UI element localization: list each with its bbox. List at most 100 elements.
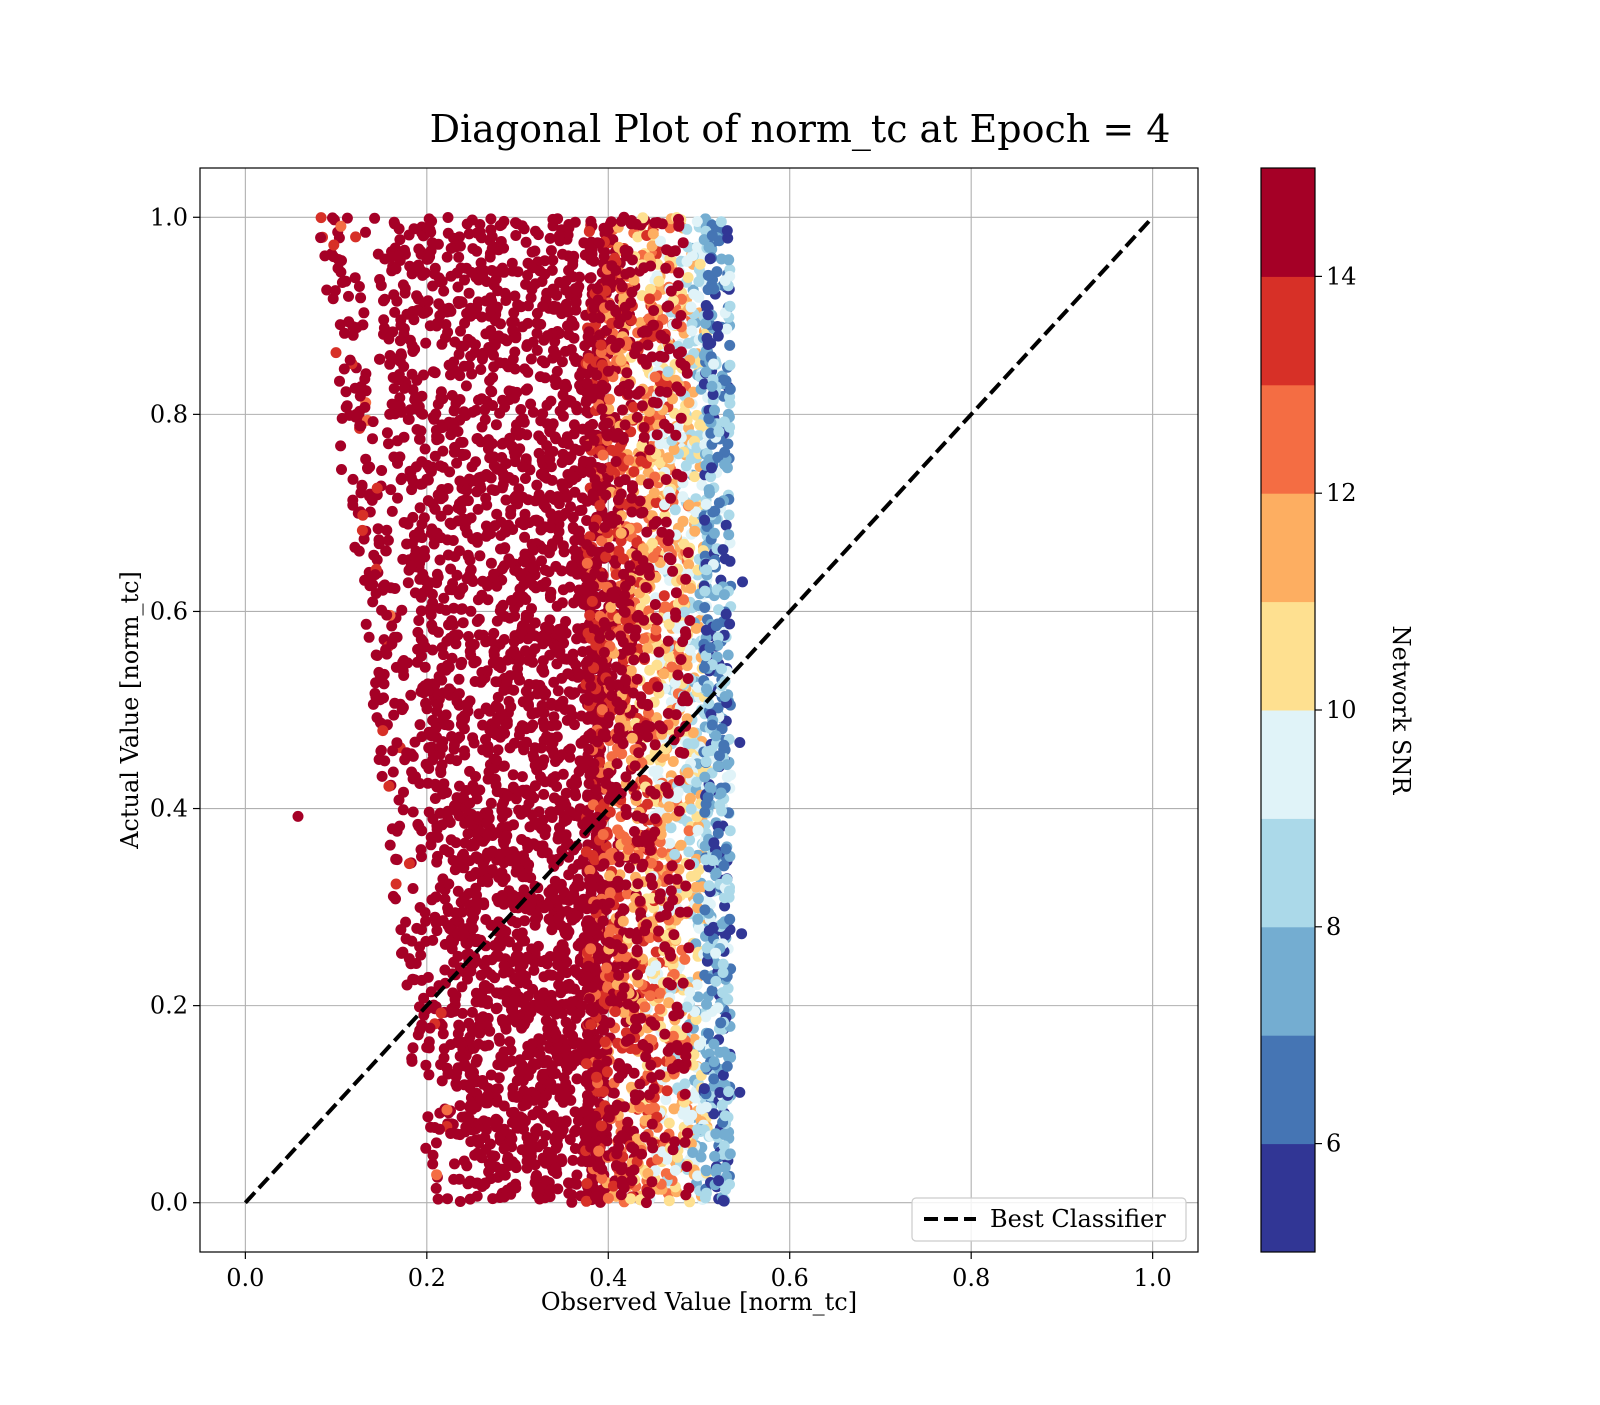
scatter-point	[553, 805, 564, 816]
scatter-point	[552, 731, 563, 742]
scatter-point	[593, 1048, 604, 1059]
scatter-point	[403, 519, 414, 530]
scatter-point	[355, 391, 366, 402]
scatter-point	[527, 657, 538, 668]
scatter-point	[452, 1037, 463, 1048]
scatter-point	[438, 286, 449, 297]
scatter-point	[467, 243, 478, 254]
scatter-point	[398, 787, 409, 798]
scatter-point	[540, 1158, 551, 1169]
scatter-point	[480, 1178, 491, 1189]
scatter-point	[450, 994, 461, 1005]
scatter-point	[567, 1031, 578, 1042]
scatter-point	[395, 401, 406, 412]
scatter-point	[448, 233, 459, 244]
scatter-point	[538, 544, 549, 555]
scatter-point	[425, 1023, 436, 1034]
scatter-point	[499, 1046, 510, 1057]
scatter-point	[581, 1135, 592, 1146]
scatter-point	[623, 455, 634, 466]
scatter-point	[431, 577, 442, 588]
scatter-point	[427, 935, 438, 946]
scatter-point	[476, 997, 487, 1008]
scatter-point	[473, 1039, 484, 1050]
scatter-point	[480, 414, 491, 425]
scatter-point	[551, 658, 562, 669]
scatter-point	[493, 744, 504, 755]
scatter-point	[627, 733, 638, 744]
scatter-point	[493, 1083, 504, 1094]
scatter-point	[566, 778, 577, 789]
scatter-point	[689, 471, 700, 482]
scatter-point	[598, 450, 609, 461]
scatter-point	[557, 356, 568, 367]
scatter-point	[511, 1010, 522, 1021]
scatter-point	[455, 1051, 466, 1062]
scatter-point	[521, 385, 532, 396]
scatter-point	[558, 400, 569, 411]
scatter-point	[509, 347, 520, 358]
scatter-point	[437, 742, 448, 753]
scatter-point	[585, 254, 596, 265]
scatter-point	[437, 422, 448, 433]
scatter-point	[476, 312, 487, 323]
scatter-point	[407, 1056, 418, 1067]
scatter-point	[364, 632, 375, 643]
scatter-point	[431, 1137, 442, 1148]
scatter-point	[689, 526, 700, 537]
scatter-point	[538, 638, 549, 649]
scatter-point	[670, 1165, 681, 1176]
scatter-point	[449, 739, 460, 750]
scatter-point	[686, 302, 697, 313]
scatter-point	[316, 212, 327, 223]
scatter-point	[379, 323, 390, 334]
scatter-point	[508, 685, 519, 696]
scatter-point	[605, 924, 616, 935]
scatter-point	[461, 380, 472, 391]
scatter-point	[491, 755, 502, 766]
scatter-point	[475, 1093, 486, 1104]
scatter-point	[489, 972, 500, 983]
scatter-point	[500, 288, 511, 299]
scatter-point	[390, 583, 401, 594]
scatter-point	[491, 1114, 502, 1125]
scatter-point	[371, 650, 382, 661]
scatter-point	[473, 395, 484, 406]
scatter-point	[598, 728, 609, 739]
scatter-point	[587, 546, 598, 557]
scatter-point	[477, 271, 488, 282]
scatter-point	[570, 1143, 581, 1154]
scatter-point	[693, 893, 704, 904]
scatter-point	[536, 1109, 547, 1120]
scatter-point	[552, 534, 563, 545]
scatter-point	[444, 847, 455, 858]
scatter-point	[597, 571, 608, 582]
scatter-point	[543, 900, 554, 911]
scatter-point	[540, 776, 551, 787]
scatter-point	[499, 634, 510, 645]
scatter-point	[511, 491, 522, 502]
scatter-point	[495, 605, 506, 616]
scatter-point	[364, 462, 375, 473]
scatter-point	[433, 832, 444, 843]
scatter-point	[534, 1194, 545, 1205]
scatter-point	[476, 590, 487, 601]
scatter-point	[418, 370, 429, 381]
scatter-point	[424, 807, 435, 818]
scatter-point	[436, 511, 447, 522]
scatter-point	[392, 632, 403, 643]
scatter-point	[556, 308, 567, 319]
scatter-point	[544, 419, 555, 430]
scatter-point	[528, 407, 539, 418]
scatter-point	[526, 354, 537, 365]
scatter-point	[457, 450, 468, 461]
scatter-point	[418, 687, 429, 698]
scatter-point	[498, 685, 509, 696]
scatter-point	[455, 1023, 466, 1034]
scatter-point	[573, 874, 584, 885]
scatter-point	[493, 703, 504, 714]
scatter-point	[424, 1042, 435, 1053]
scatter-point	[526, 1147, 537, 1158]
scatter-point	[567, 259, 578, 270]
scatter-point	[388, 710, 399, 721]
